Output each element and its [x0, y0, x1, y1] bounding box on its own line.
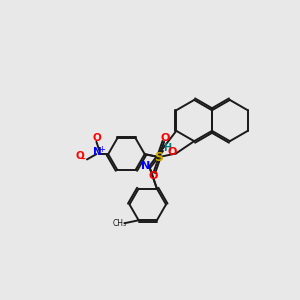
Text: O: O — [75, 151, 84, 161]
Text: S: S — [154, 151, 163, 164]
Text: O: O — [148, 171, 158, 181]
Text: N: N — [93, 147, 102, 157]
Text: O: O — [160, 133, 169, 143]
Text: N: N — [141, 160, 150, 171]
Text: CH₃: CH₃ — [112, 219, 127, 228]
Text: O: O — [92, 133, 101, 143]
Text: -: - — [80, 153, 85, 167]
Text: O: O — [167, 147, 177, 158]
Text: +: + — [98, 145, 105, 154]
Text: H: H — [164, 142, 172, 153]
